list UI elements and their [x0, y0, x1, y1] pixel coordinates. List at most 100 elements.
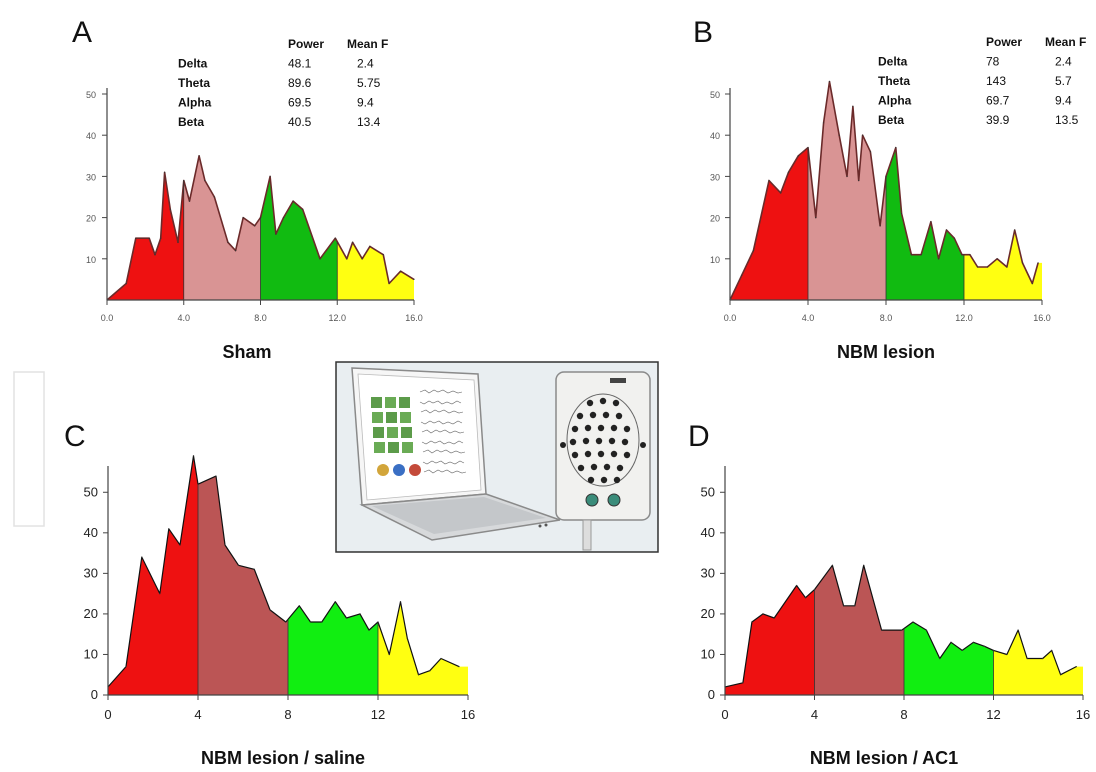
- data-point: [188, 200, 191, 202]
- x-tick-label: 16.0: [1033, 313, 1051, 323]
- data-point: [345, 617, 348, 619]
- stats-power-value: 39.9: [986, 113, 1010, 127]
- eeg-laptop-amplifier-photo: [335, 361, 659, 553]
- data-point: [164, 171, 166, 173]
- y-tick-label: 40: [84, 525, 98, 540]
- stats-band-name: Delta: [178, 57, 208, 71]
- data-point: [429, 670, 431, 672]
- band-beta-area: [378, 601, 468, 695]
- band-theta-area: [814, 565, 904, 695]
- data-point: [369, 245, 371, 247]
- x-tick-label: 12: [371, 707, 385, 722]
- y-tick-label: 50: [701, 484, 715, 499]
- data-point: [148, 237, 150, 239]
- data-point: [901, 212, 903, 215]
- data-point: [938, 258, 940, 260]
- data-point: [996, 258, 998, 260]
- data-point: [242, 217, 244, 219]
- data-point: [787, 171, 790, 173]
- y-tick-label: 50: [84, 484, 98, 499]
- data-point: [359, 613, 361, 615]
- data-point: [912, 621, 914, 623]
- band-theta-area: [183, 155, 261, 300]
- data-point: [831, 564, 834, 566]
- y-tick-label: 10: [86, 255, 96, 265]
- data-point: [1031, 282, 1033, 285]
- data-point: [945, 229, 948, 231]
- data-point: [780, 192, 782, 194]
- stats-header-power: Power: [288, 37, 324, 51]
- data-point: [797, 155, 799, 157]
- stats-band-name: Alpha: [878, 94, 912, 108]
- data-point: [863, 564, 865, 566]
- data-point: [846, 175, 848, 177]
- data-point: [334, 237, 336, 239]
- data-point: [1037, 262, 1039, 264]
- x-tick-label: 0.0: [101, 313, 114, 323]
- data-point: [388, 653, 390, 656]
- data-point: [154, 254, 156, 256]
- y-tick-label: 20: [710, 214, 720, 224]
- data-point: [204, 179, 206, 182]
- data-point: [253, 568, 255, 570]
- data-point: [135, 237, 137, 239]
- data-point: [168, 528, 170, 530]
- panel-caption: NBM lesion: [837, 342, 935, 362]
- x-tick-label: 4: [194, 707, 201, 722]
- data-point: [1075, 666, 1077, 668]
- x-tick-label: 12.0: [955, 313, 973, 323]
- spectrum-line: [106, 155, 415, 301]
- data-point: [275, 233, 277, 235]
- data-point: [751, 621, 753, 623]
- stats-band-name: Theta: [878, 74, 910, 88]
- y-tick-label: 20: [86, 214, 96, 224]
- band-delta-area: [725, 585, 815, 695]
- data-point: [235, 250, 237, 252]
- data-point: [953, 237, 955, 239]
- data-point: [169, 208, 171, 210]
- stats-header-mean-f: Mean F: [347, 37, 388, 51]
- x-tick-label: 8.0: [880, 313, 893, 323]
- data-point: [969, 254, 971, 256]
- data-point: [925, 629, 928, 631]
- data-point: [838, 134, 840, 136]
- data-point: [1060, 674, 1062, 676]
- data-point: [879, 225, 881, 227]
- data-point: [319, 258, 321, 260]
- band-delta-area: [107, 172, 184, 300]
- data-point: [382, 254, 384, 256]
- x-tick-label: 12: [986, 707, 1000, 722]
- y-tick-label: 0: [708, 687, 715, 702]
- data-point: [160, 237, 162, 239]
- data-point: [227, 241, 229, 243]
- band-theta-area: [808, 81, 886, 300]
- panel-d: D 0 4 8 12 16 0 10 20 30 40 50 NBM lesion / AC1: [688, 420, 1090, 768]
- panel-caption: Sham: [222, 342, 271, 362]
- stats-power-value: 69.7: [986, 94, 1010, 108]
- data-point: [413, 278, 415, 280]
- data-point: [1026, 657, 1028, 660]
- data-point: [198, 155, 200, 157]
- data-point: [334, 601, 336, 603]
- stats-mean-f-value: 5.7: [1055, 74, 1072, 88]
- y-tick-label: 30: [84, 565, 98, 580]
- data-point: [285, 621, 287, 623]
- data-point: [930, 221, 932, 223]
- data-point: [910, 254, 913, 256]
- data-point: [828, 81, 831, 83]
- data-point: [282, 217, 285, 219]
- data-point: [1014, 229, 1016, 231]
- stats-mean-f-value: 13.4: [357, 115, 381, 129]
- data-point: [852, 105, 854, 107]
- y-tick-label: 50: [86, 90, 96, 100]
- data-point: [939, 657, 941, 660]
- band-alpha-area: [886, 147, 964, 300]
- y-tick-label: 20: [84, 606, 98, 621]
- panel-caption: NBM lesion / AC1: [810, 748, 958, 768]
- stats-power-value: 89.6: [288, 76, 312, 90]
- data-point: [901, 629, 903, 631]
- data-point: [215, 475, 217, 477]
- data-point: [417, 674, 420, 676]
- data-point: [895, 147, 897, 149]
